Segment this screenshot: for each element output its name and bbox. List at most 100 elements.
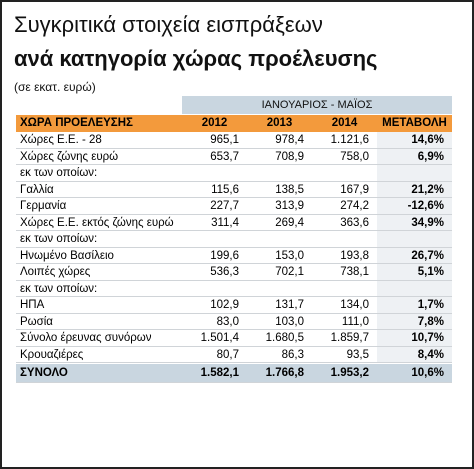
row-bg [16, 247, 452, 264]
cell-value: 227,7 [210, 200, 239, 212]
row-label: Κρουαζιέρες [20, 348, 84, 361]
cell-value: 1.680,5 [265, 332, 304, 344]
change-bg [377, 330, 452, 346]
cell-value: 311,4 [211, 216, 239, 229]
cell-value: 653,7 [210, 150, 239, 163]
row-label: Χώρες Ε.Ε. εκτός ζώνης ευρώ [20, 216, 174, 229]
row-label: εκ των οποίων: [20, 167, 98, 179]
change-bg [377, 198, 452, 214]
change-bg [377, 231, 452, 247]
change-bg [377, 297, 452, 313]
cell-value: 134,0 [340, 299, 369, 311]
cell-value: 1.501,4 [200, 332, 239, 344]
column-header: ΧΩΡΑ ΠΡΟΕΛΕΥΣΗΣ [20, 117, 133, 129]
cell-value: 6,9% [417, 150, 444, 163]
cell-value: 10,7% [411, 332, 444, 344]
cell-value: 8,4% [417, 348, 444, 361]
row-bg [16, 214, 452, 231]
cell-value: 1.953,2 [330, 367, 369, 379]
cell-value: 14,6% [411, 134, 444, 146]
cell-value: 34,9% [411, 216, 444, 229]
change-bg [377, 132, 452, 148]
change-bg [377, 214, 452, 230]
title: Συγκριτικά στοιχεία εισπράξεων [14, 12, 323, 37]
row-label: Χώρες Ε.Ε. - 28 [20, 134, 102, 146]
row-bg [16, 181, 452, 198]
cell-value: 138,5 [275, 183, 304, 196]
row-bg [16, 132, 452, 149]
cell-value: 80,7 [216, 348, 239, 361]
row-bg [16, 330, 452, 347]
change-bg [377, 247, 452, 263]
row-label: εκ των οποίων: [20, 233, 98, 245]
change-bg [377, 181, 452, 197]
row-label: ΗΠΑ [20, 299, 45, 311]
row-label: Ρωσία [20, 315, 53, 328]
cell-value: 1.859,7 [330, 332, 369, 344]
change-bg [377, 165, 452, 181]
cell-value: 758,0 [340, 150, 369, 163]
cell-value: 363,6 [340, 216, 369, 229]
cell-value: 10,6% [411, 367, 444, 379]
header-row [16, 115, 452, 132]
row-bg [16, 313, 452, 330]
cell-value: 153,0 [275, 249, 304, 262]
cell-value: 978,4 [275, 134, 304, 146]
cell-value: -12,6% [407, 200, 444, 212]
cell-value: 1.582,1 [200, 367, 239, 379]
change-bg [377, 313, 452, 329]
row-bg [16, 148, 452, 165]
cell-value: 965,1 [210, 134, 239, 146]
cell-value: 5,1% [417, 266, 444, 278]
row-label: Χώρες ζώνης ευρώ [20, 150, 119, 163]
cell-value: 199,6 [210, 249, 239, 262]
change-bg [377, 264, 452, 280]
change-bg [377, 346, 452, 362]
cell-value: 274,2 [340, 200, 369, 212]
cell-value: 269,4 [275, 216, 304, 229]
cell-value: 111,0 [341, 315, 369, 328]
cell-value: 1.766,8 [265, 367, 304, 379]
cell-value: 115,6 [211, 183, 239, 196]
row-label: Γερμανία [20, 200, 67, 212]
row-label: Σύνολο έρευνας συνόρων [20, 332, 152, 344]
change-bg [377, 280, 452, 296]
column-header: 2012 [201, 117, 228, 129]
row-bg [16, 346, 452, 363]
row-label: Γαλλία [20, 183, 54, 196]
cell-value: 21,2% [411, 183, 444, 196]
column-header: ΜΕΤΑΒΟΛΗ [382, 117, 447, 129]
subtitle: ανά κατηγορία χώρας προέλευσης [14, 46, 378, 71]
cell-value: 26,7% [411, 249, 444, 262]
row-bg [16, 264, 452, 281]
row-label: Λοιπές χώρες [20, 266, 91, 278]
column-header: 2014 [331, 117, 358, 129]
column-header: 2013 [266, 117, 293, 129]
row-bg [16, 231, 452, 248]
cell-value: 313,9 [275, 200, 304, 212]
cell-value: 83,0 [216, 315, 239, 328]
cell-value: 702,1 [275, 266, 304, 278]
cell-value: 86,3 [281, 348, 304, 361]
change-bg [377, 148, 452, 164]
row-bg [16, 364, 452, 383]
row-bg [16, 297, 452, 314]
cell-value: 102,9 [210, 299, 239, 311]
cell-value: 536,3 [210, 266, 239, 278]
cell-value: 167,9 [340, 183, 369, 196]
cell-value: 103,0 [275, 315, 304, 328]
unit: (σε εκατ. ευρώ) [14, 80, 96, 94]
cell-value: 738,1 [340, 266, 369, 278]
row-bg [16, 198, 452, 215]
cell-value: 93,5 [346, 348, 369, 361]
cell-value: 7,8% [417, 315, 444, 328]
cell-value: 193,8 [340, 249, 369, 262]
cell-value: 1,7% [417, 299, 444, 311]
row-bg [16, 280, 452, 297]
row-label: Ηνωμένο Βασίλειο [20, 249, 114, 262]
period: ΙΑΝΟΥΑΡΙΟΣ - ΜΑΪΟΣ [182, 96, 452, 114]
cell-value: 1.121,6 [330, 134, 369, 146]
cell-value: 708,9 [275, 150, 304, 163]
row-bg [16, 165, 452, 182]
